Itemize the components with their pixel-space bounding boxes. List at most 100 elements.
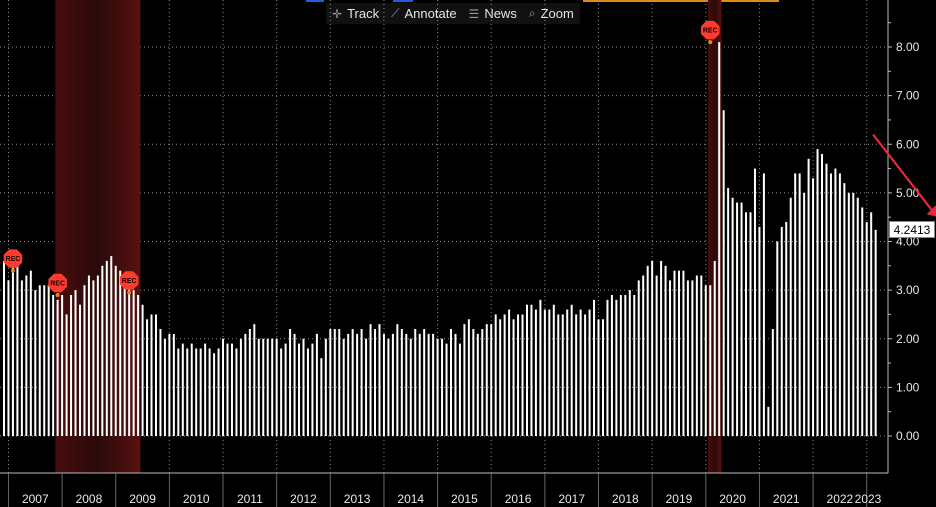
bar (315, 333, 318, 436)
annotate-button[interactable]: ⟋ Annotate (385, 3, 462, 24)
bar (874, 229, 877, 436)
bar (123, 275, 126, 436)
bar (534, 309, 537, 436)
x-tick-label: 2008 (76, 492, 103, 506)
bar (195, 348, 198, 436)
bar (289, 329, 292, 436)
bar (856, 197, 859, 436)
x-axis-ticks: 2007 2008 2009 2010 2011 2012 2013 2014 2015 2016… (7, 473, 882, 507)
bar (311, 343, 314, 436)
x-tick-label: 2017 (558, 492, 585, 506)
bar (204, 343, 207, 436)
bar (441, 338, 444, 436)
bar (606, 299, 609, 436)
zoom-button[interactable]: ⌕ Zoom (523, 3, 580, 24)
bar (306, 348, 309, 436)
news-label: News (484, 6, 517, 21)
bar (239, 338, 242, 436)
bar (105, 260, 108, 436)
bar (7, 280, 10, 436)
recession-marker-octagon (3, 249, 23, 268)
x-tick-label: 2010 (183, 492, 210, 506)
bar (838, 173, 841, 437)
bar (794, 173, 797, 437)
bar (405, 333, 408, 436)
bar (494, 314, 497, 436)
bar (110, 256, 113, 436)
bar (378, 324, 381, 436)
bar (646, 265, 649, 436)
bar (718, 42, 721, 436)
bar (132, 290, 135, 436)
bar (736, 202, 739, 436)
recession-marker[interactable]: REC (119, 271, 139, 295)
bar (47, 285, 50, 436)
bar (816, 149, 819, 437)
bar (365, 338, 368, 436)
x-tick-label: 2021 (773, 492, 800, 506)
bar (481, 329, 484, 436)
bar (29, 270, 32, 436)
bar (673, 270, 676, 436)
bar (347, 333, 350, 436)
bar (177, 348, 180, 436)
bar (338, 329, 341, 436)
bar (20, 280, 23, 436)
bar (154, 314, 157, 436)
bar (114, 265, 117, 436)
news-button[interactable]: ☰ News (463, 3, 523, 24)
x-tick-label: 2018 (612, 492, 639, 506)
top-accent-strip-orange (583, 0, 779, 2)
recession-marker[interactable]: REC (701, 20, 720, 45)
bar (351, 329, 354, 436)
bar (52, 294, 55, 436)
recession-marker[interactable]: REC (48, 273, 67, 297)
bar (454, 333, 457, 436)
bar (512, 319, 515, 436)
bar (418, 333, 421, 436)
bar (213, 353, 216, 436)
bar (610, 294, 613, 436)
bar (293, 333, 296, 436)
bar (821, 153, 824, 436)
bar (745, 212, 748, 436)
bar (284, 343, 287, 436)
bar (436, 338, 439, 436)
bar (709, 285, 712, 436)
bar (87, 275, 90, 436)
bar (61, 294, 64, 436)
trend-arrow-line (872, 133, 934, 212)
y-tick-label: 7.00 (896, 89, 920, 103)
bar (248, 329, 251, 436)
bar (704, 285, 707, 436)
y-tick-label: 2.00 (896, 332, 920, 346)
bar (508, 309, 511, 436)
bar (852, 192, 855, 436)
trend-arrow (872, 133, 936, 217)
recession-marker-label: REC (703, 28, 718, 35)
x-tick-label: 2020 (719, 492, 746, 506)
x-tick-label: 2014 (397, 492, 424, 506)
bar (146, 319, 149, 436)
bar (56, 299, 59, 436)
y-tick-label: 1.00 (896, 380, 920, 394)
bar (834, 168, 837, 436)
bar (615, 299, 618, 436)
bar (803, 192, 806, 436)
bar (570, 304, 573, 436)
bar (521, 314, 524, 436)
bar (660, 260, 663, 436)
bar (374, 329, 377, 436)
chart-toolbar: ✛ Track ⟋ Annotate ☰ News ⌕ Zoom (326, 3, 580, 24)
bar (619, 294, 622, 436)
track-label: Track (347, 6, 380, 21)
track-button[interactable]: ✛ Track (326, 3, 385, 24)
recession-marker[interactable]: REC (3, 249, 23, 273)
bar (655, 275, 658, 436)
bar (280, 348, 283, 436)
bar (861, 207, 864, 436)
bar (588, 309, 591, 436)
bar (476, 333, 479, 436)
bar (677, 270, 680, 436)
bar (369, 324, 372, 436)
